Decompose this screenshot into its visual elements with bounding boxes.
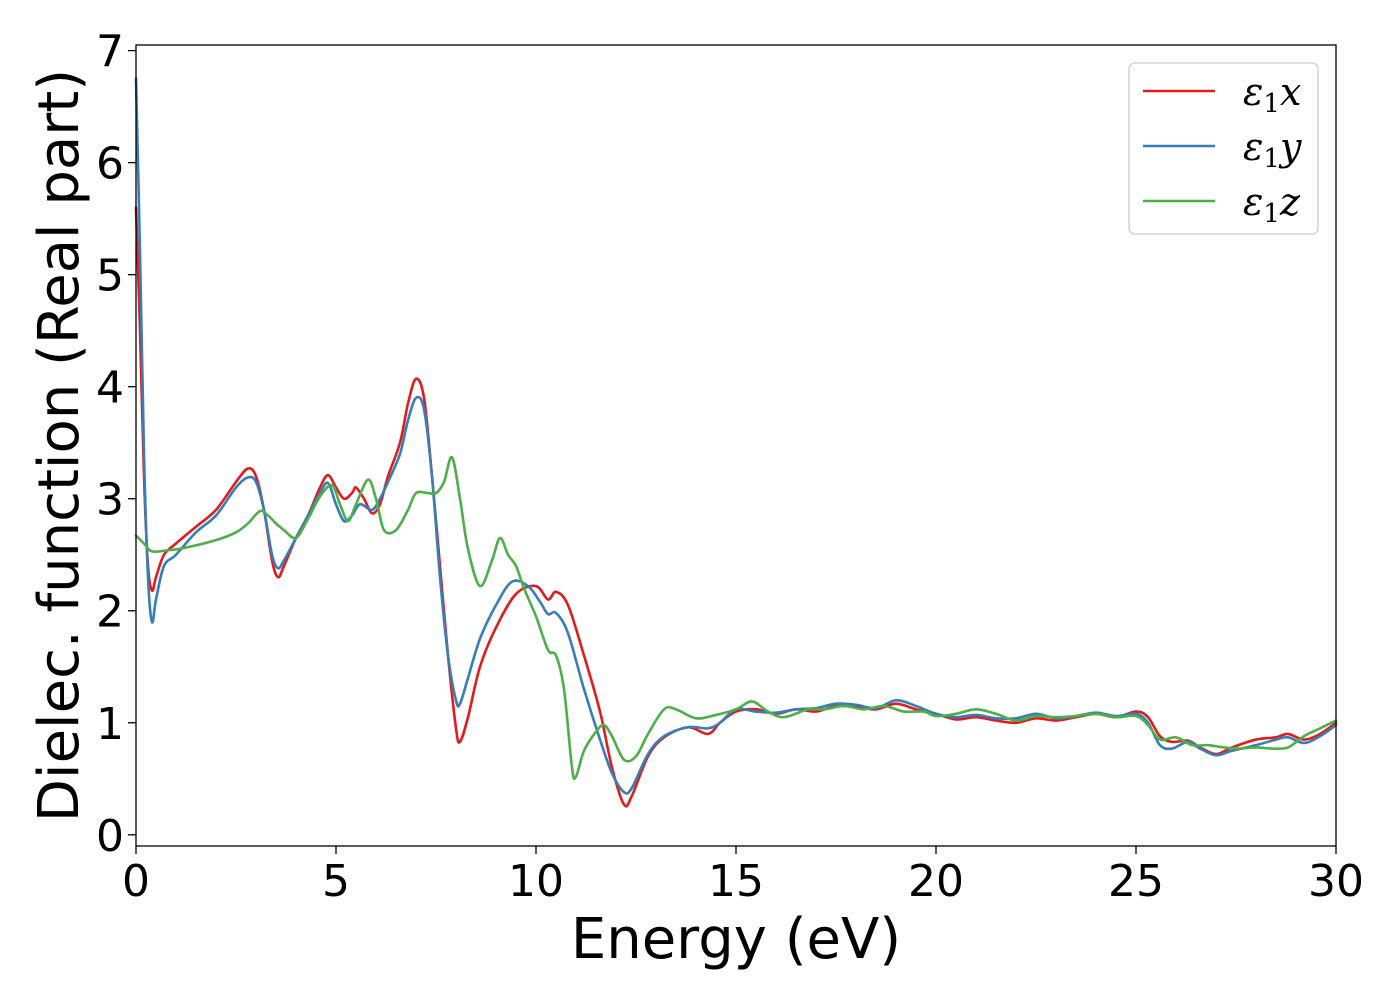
y-tick-label: 4 [96, 363, 124, 414]
x-tick-label: 10 [508, 856, 564, 907]
series-line-eps1z [134, 455, 1338, 781]
y-tick-label: 6 [96, 139, 124, 190]
x-axis-ticks: 0 5 10 15 20 25 30 [122, 846, 1364, 907]
legend-label: ε1x [1243, 70, 1301, 119]
y-axis-label: Dielec. function (Real part) [27, 69, 92, 822]
y-tick-label: 3 [96, 475, 124, 526]
legend-label: ε1z [1243, 180, 1301, 229]
legend: ε1x ε1y ε1z [1128, 62, 1319, 235]
series-layer [134, 77, 1338, 808]
y-tick-label: 5 [96, 251, 124, 302]
y-tick-label: 0 [96, 811, 124, 862]
x-tick-label: 0 [122, 856, 150, 907]
x-tick-label: 30 [1308, 856, 1364, 907]
y-tick-label: 2 [96, 587, 124, 638]
x-tick-label: 15 [708, 856, 764, 907]
y-tick-label: 1 [96, 699, 124, 750]
x-tick-label: 20 [908, 856, 964, 907]
x-tick-label: 25 [1108, 856, 1164, 907]
x-axis-label: Energy (eV) [571, 907, 901, 972]
y-tick-label: 7 [96, 27, 124, 78]
y-axis-ticks: 0 1 2 3 4 5 6 7 [96, 27, 136, 862]
legend-label: ε1y [1243, 125, 1302, 174]
x-tick-label: 5 [322, 856, 350, 907]
legend-box [1128, 62, 1319, 235]
